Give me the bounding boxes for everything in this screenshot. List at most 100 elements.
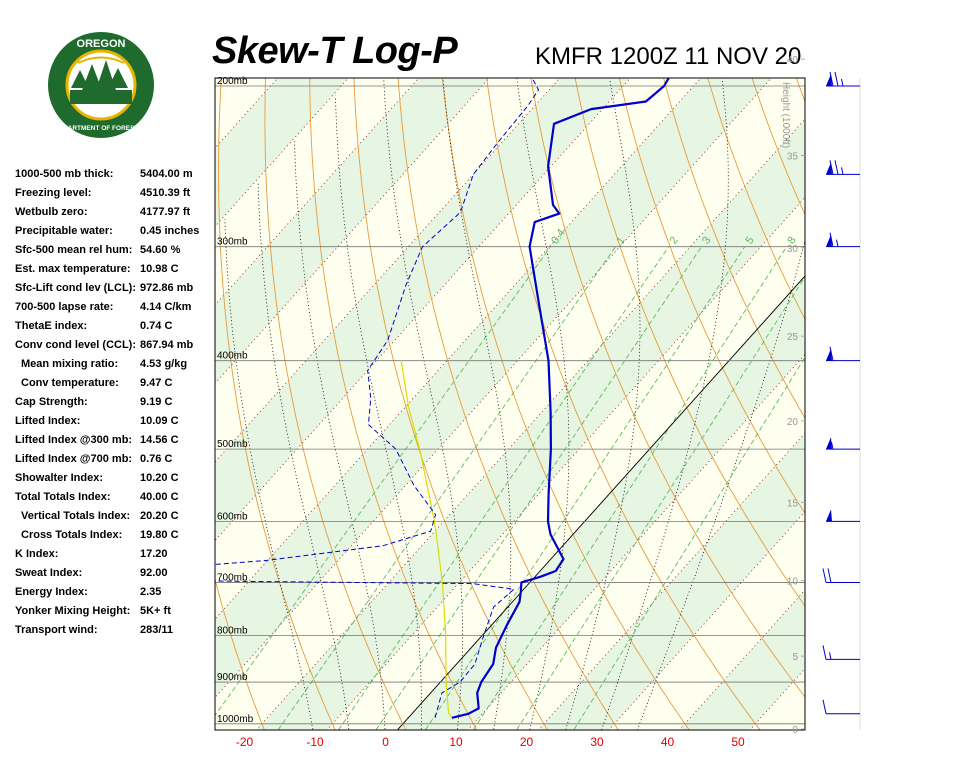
- x-tick-label: 50: [731, 735, 745, 749]
- wind-barb-flag: [829, 232, 834, 247]
- index-label: Sfc-500 mean rel hum:: [15, 244, 133, 256]
- index-label: Conv temperature:: [21, 377, 119, 389]
- logo-top-text: OREGON: [77, 38, 126, 50]
- wind-barb-pennant: [826, 234, 832, 247]
- wind-barb-pennant: [826, 509, 832, 522]
- index-row: Cap Strength: 9.19 C: [15, 396, 215, 415]
- oregon-forestry-logo: OREGON DEPARTMENT OF FORESTRY: [46, 30, 156, 140]
- index-value: 10.98 C: [140, 263, 179, 275]
- wind-barb-flag: [822, 568, 827, 583]
- x-tick-label: -10: [306, 735, 324, 749]
- index-value: 4510.39 ft: [140, 187, 191, 199]
- index-row: Wetbulb zero: 4177.97 ft: [15, 206, 215, 225]
- index-row: Cross Totals Index: 19.80 C: [15, 529, 215, 548]
- dry-adiabat: [486, 78, 761, 730]
- isotherm-line: [0, 0, 132, 743]
- dewpoint-line: [215, 78, 539, 718]
- wind-barb-flag: [822, 645, 827, 660]
- index-value: 54.60 %: [140, 244, 181, 256]
- stability-indices-panel: 1000-500 mb thick: 5404.00 m Freezing leve…: [15, 168, 215, 643]
- index-label: Transport wind:: [15, 624, 98, 636]
- parcel-line: [400, 360, 453, 719]
- index-row: Total Totals Index: 40.00 C: [15, 491, 215, 510]
- index-label: K Index:: [15, 548, 59, 560]
- wind-barb: [826, 437, 860, 450]
- dry-adiabat: [797, 0, 960, 743]
- index-row: Est. max temperature: 10.98 C: [15, 263, 215, 282]
- dry-adiabat: [397, 78, 619, 730]
- index-row: Transport wind: 283/11: [15, 624, 215, 643]
- index-label: Sfc-Lift cond lev (LCL):: [15, 282, 136, 294]
- wind-barb-flag: [834, 71, 839, 87]
- index-value: 4177.97 ft: [140, 206, 191, 218]
- index-row: Lifted Index: 10.09 C: [15, 415, 215, 434]
- index-label: Conv cond level (CCL):: [15, 339, 137, 351]
- index-row: Sfc-500 mean rel hum: 54.60 %: [15, 244, 215, 263]
- height-tick-label: 40: [787, 55, 799, 66]
- height-tick-label: 10: [787, 577, 799, 588]
- wind-barb: [826, 232, 860, 248]
- plot-frame: [214, 77, 806, 731]
- mixing-ratio-label: 1: [614, 235, 627, 247]
- wind-barb-pennant: [826, 437, 832, 450]
- x-tick-label: 10: [449, 735, 463, 749]
- wind-barb-halfflag: [841, 167, 844, 175]
- temperature-band: [538, 433, 805, 730]
- index-row: Showalter Index: 10.20 C: [15, 472, 215, 491]
- mixing-ratio-line: [573, 356, 805, 730]
- temperature-band: [215, 78, 490, 384]
- index-label: Lifted Index:: [15, 415, 81, 427]
- index-value: 972.86 mb: [140, 282, 194, 294]
- index-row: Precipitable water: 0.45 inches: [15, 225, 215, 244]
- wind-barb-flag: [834, 160, 839, 175]
- dry-adiabat: [215, 577, 265, 730]
- index-label: Est. max temperature:: [15, 263, 131, 275]
- logo-bottom-text: DEPARTMENT OF FORESTRY: [55, 125, 148, 132]
- x-tick-label: -20: [236, 735, 254, 749]
- index-label: Lifted Index @300 mb:: [15, 434, 133, 446]
- index-value: 5404.00 m: [140, 168, 193, 180]
- mixing-ratio-label: 3: [700, 235, 713, 247]
- pressure-label: 500mb: [217, 439, 248, 450]
- index-row: Lifted Index @700 mb: 0.76 C: [15, 453, 215, 472]
- mixing-ratio-line: [337, 246, 670, 730]
- station-time-label: KMFR 1200Z 11 NOV 20: [535, 43, 802, 70]
- dry-adiabat: [441, 78, 690, 730]
- pressure-label: 400mb: [217, 351, 248, 362]
- wind-barb: [826, 160, 860, 175]
- wind-barb-flag: [827, 568, 832, 583]
- wind-barb-pennant: [826, 162, 832, 175]
- index-value: 10.20 C: [140, 472, 179, 484]
- pressure-label: 1000mb: [217, 714, 254, 725]
- plot-area: [0, 0, 960, 743]
- index-label: 1000-500 mb thick:: [15, 168, 114, 180]
- height-tick-label: 25: [787, 332, 799, 343]
- temperature-line: [451, 78, 670, 719]
- moist-adiabat: [442, 78, 512, 730]
- wind-barb: [826, 346, 860, 362]
- mixing-ratio-line: [215, 246, 551, 717]
- temperature-band: [679, 590, 805, 730]
- index-label: Cross Totals Index:: [21, 529, 123, 541]
- wind-barb-halfflag: [841, 78, 844, 87]
- index-label: Freezing level:: [15, 187, 92, 199]
- index-value: 92.00: [140, 567, 168, 579]
- index-value: 0.45 inches: [140, 225, 200, 237]
- index-label: Sweat Index:: [15, 567, 83, 579]
- wind-barb: [822, 699, 860, 715]
- index-label: Showalter Index:: [15, 472, 104, 484]
- index-row: 1000-500 mb thick: 5404.00 m: [15, 168, 215, 187]
- index-label: Total Totals Index:: [15, 491, 111, 503]
- chart-title: Skew-T Log-P: [212, 30, 458, 72]
- logo-arc: [77, 56, 125, 64]
- dry-adiabat: [751, 78, 805, 216]
- mixing-ratio-label: 8: [785, 235, 798, 247]
- dry-adiabat: [120, 0, 198, 743]
- index-value: 20.20 C: [140, 510, 179, 522]
- wind-barb-halfflag: [829, 652, 832, 660]
- x-tick-label: 30: [590, 735, 604, 749]
- zero-isotherm-line: [396, 275, 805, 730]
- dry-adiabat: [903, 0, 960, 743]
- height-tick-label: 30: [787, 244, 799, 255]
